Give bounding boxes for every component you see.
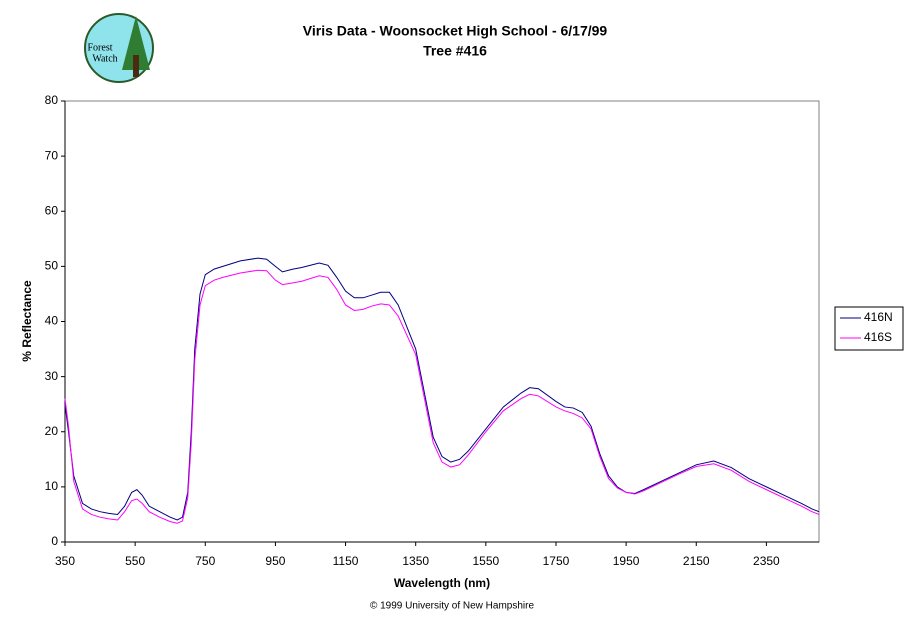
x-tick-label: 1750	[543, 554, 570, 568]
footer: © 1999 University of New Hampshire	[370, 601, 535, 612]
y-tick-label: 50	[45, 259, 59, 273]
x-tick-label: 1550	[472, 554, 499, 568]
y-tick-label: 10	[45, 479, 59, 493]
x-tick-label: 350	[55, 554, 75, 568]
y-tick-label: 0	[51, 534, 58, 548]
x-tick-label: 2350	[753, 554, 780, 568]
x-tick-label: 550	[125, 554, 145, 568]
y-tick-label: 70	[45, 148, 59, 162]
x-tick-label: 1350	[402, 554, 429, 568]
y-tick-label: 60	[45, 203, 59, 217]
logo: Forest Watch	[84, 13, 154, 83]
logo-tree	[122, 16, 150, 70]
x-tick-label: 1150	[333, 554, 359, 568]
legend-label: 416N	[864, 310, 893, 324]
x-tick-label: 950	[265, 554, 285, 568]
y-axis-title: % Reflectance	[20, 280, 34, 362]
x-axis-title: Wavelength (nm)	[394, 576, 490, 590]
plot-area	[64, 100, 820, 543]
logo-text: Watch	[92, 53, 117, 64]
x-tick-label: 750	[195, 554, 215, 568]
x-tick-label: 1950	[613, 554, 640, 568]
y-tick-label: 80	[45, 93, 59, 107]
logo-text: Forest	[88, 42, 113, 53]
x-tick-label: 2150	[683, 554, 710, 568]
legend-box	[834, 306, 904, 351]
y-tick-label: 30	[45, 369, 59, 383]
series-line	[64, 269, 820, 524]
chart-title: Viris Data - Woonsocket High School - 6/…	[303, 23, 608, 39]
logo-trunk	[133, 55, 139, 77]
chart-subtitle: Tree #416	[423, 43, 487, 59]
y-tick-label: 20	[45, 424, 59, 438]
y-tick-label: 40	[45, 314, 59, 328]
legend-label: 416S	[864, 330, 892, 344]
